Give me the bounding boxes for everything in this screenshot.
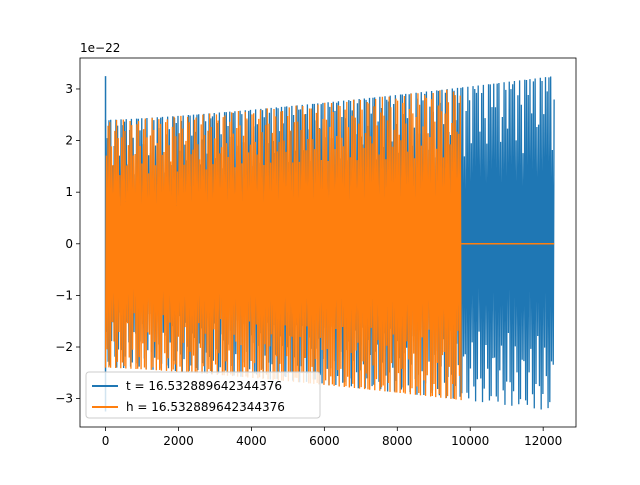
y-tick-label: 0 bbox=[65, 237, 73, 251]
axes-frame bbox=[79, 57, 577, 428]
legend-box bbox=[85, 371, 321, 419]
offset-text: 1e−22 bbox=[80, 41, 120, 55]
x-tick-label: 4000 bbox=[236, 434, 267, 448]
y-tick-label: 1 bbox=[65, 185, 73, 199]
legend-label-h: h = 16.532889642344376 bbox=[126, 400, 285, 414]
y-tick-label: −2 bbox=[55, 340, 73, 354]
x-tick-label: 2000 bbox=[163, 434, 194, 448]
y-tick-label: 2 bbox=[65, 134, 73, 148]
y-tick-label: −1 bbox=[55, 288, 73, 302]
legend-label-t: t = 16.532889642344376 bbox=[126, 379, 282, 393]
x-tick-label: 0 bbox=[102, 434, 110, 448]
y-tick-label: 3 bbox=[65, 82, 73, 96]
legend: t = 16.532889642344376 h = 16.5328896423… bbox=[85, 371, 321, 419]
y-tick-label: −3 bbox=[55, 392, 73, 406]
x-tick-label: 6000 bbox=[309, 434, 340, 448]
x-tick-label: 12000 bbox=[524, 434, 562, 448]
x-tick-label: 8000 bbox=[382, 434, 413, 448]
x-tick-label: 10000 bbox=[451, 434, 489, 448]
axes-layer: 0 2000 4000 6000 8000 10000 12000 −3 −2 −1 0 1 2 3 bbox=[55, 57, 577, 448]
